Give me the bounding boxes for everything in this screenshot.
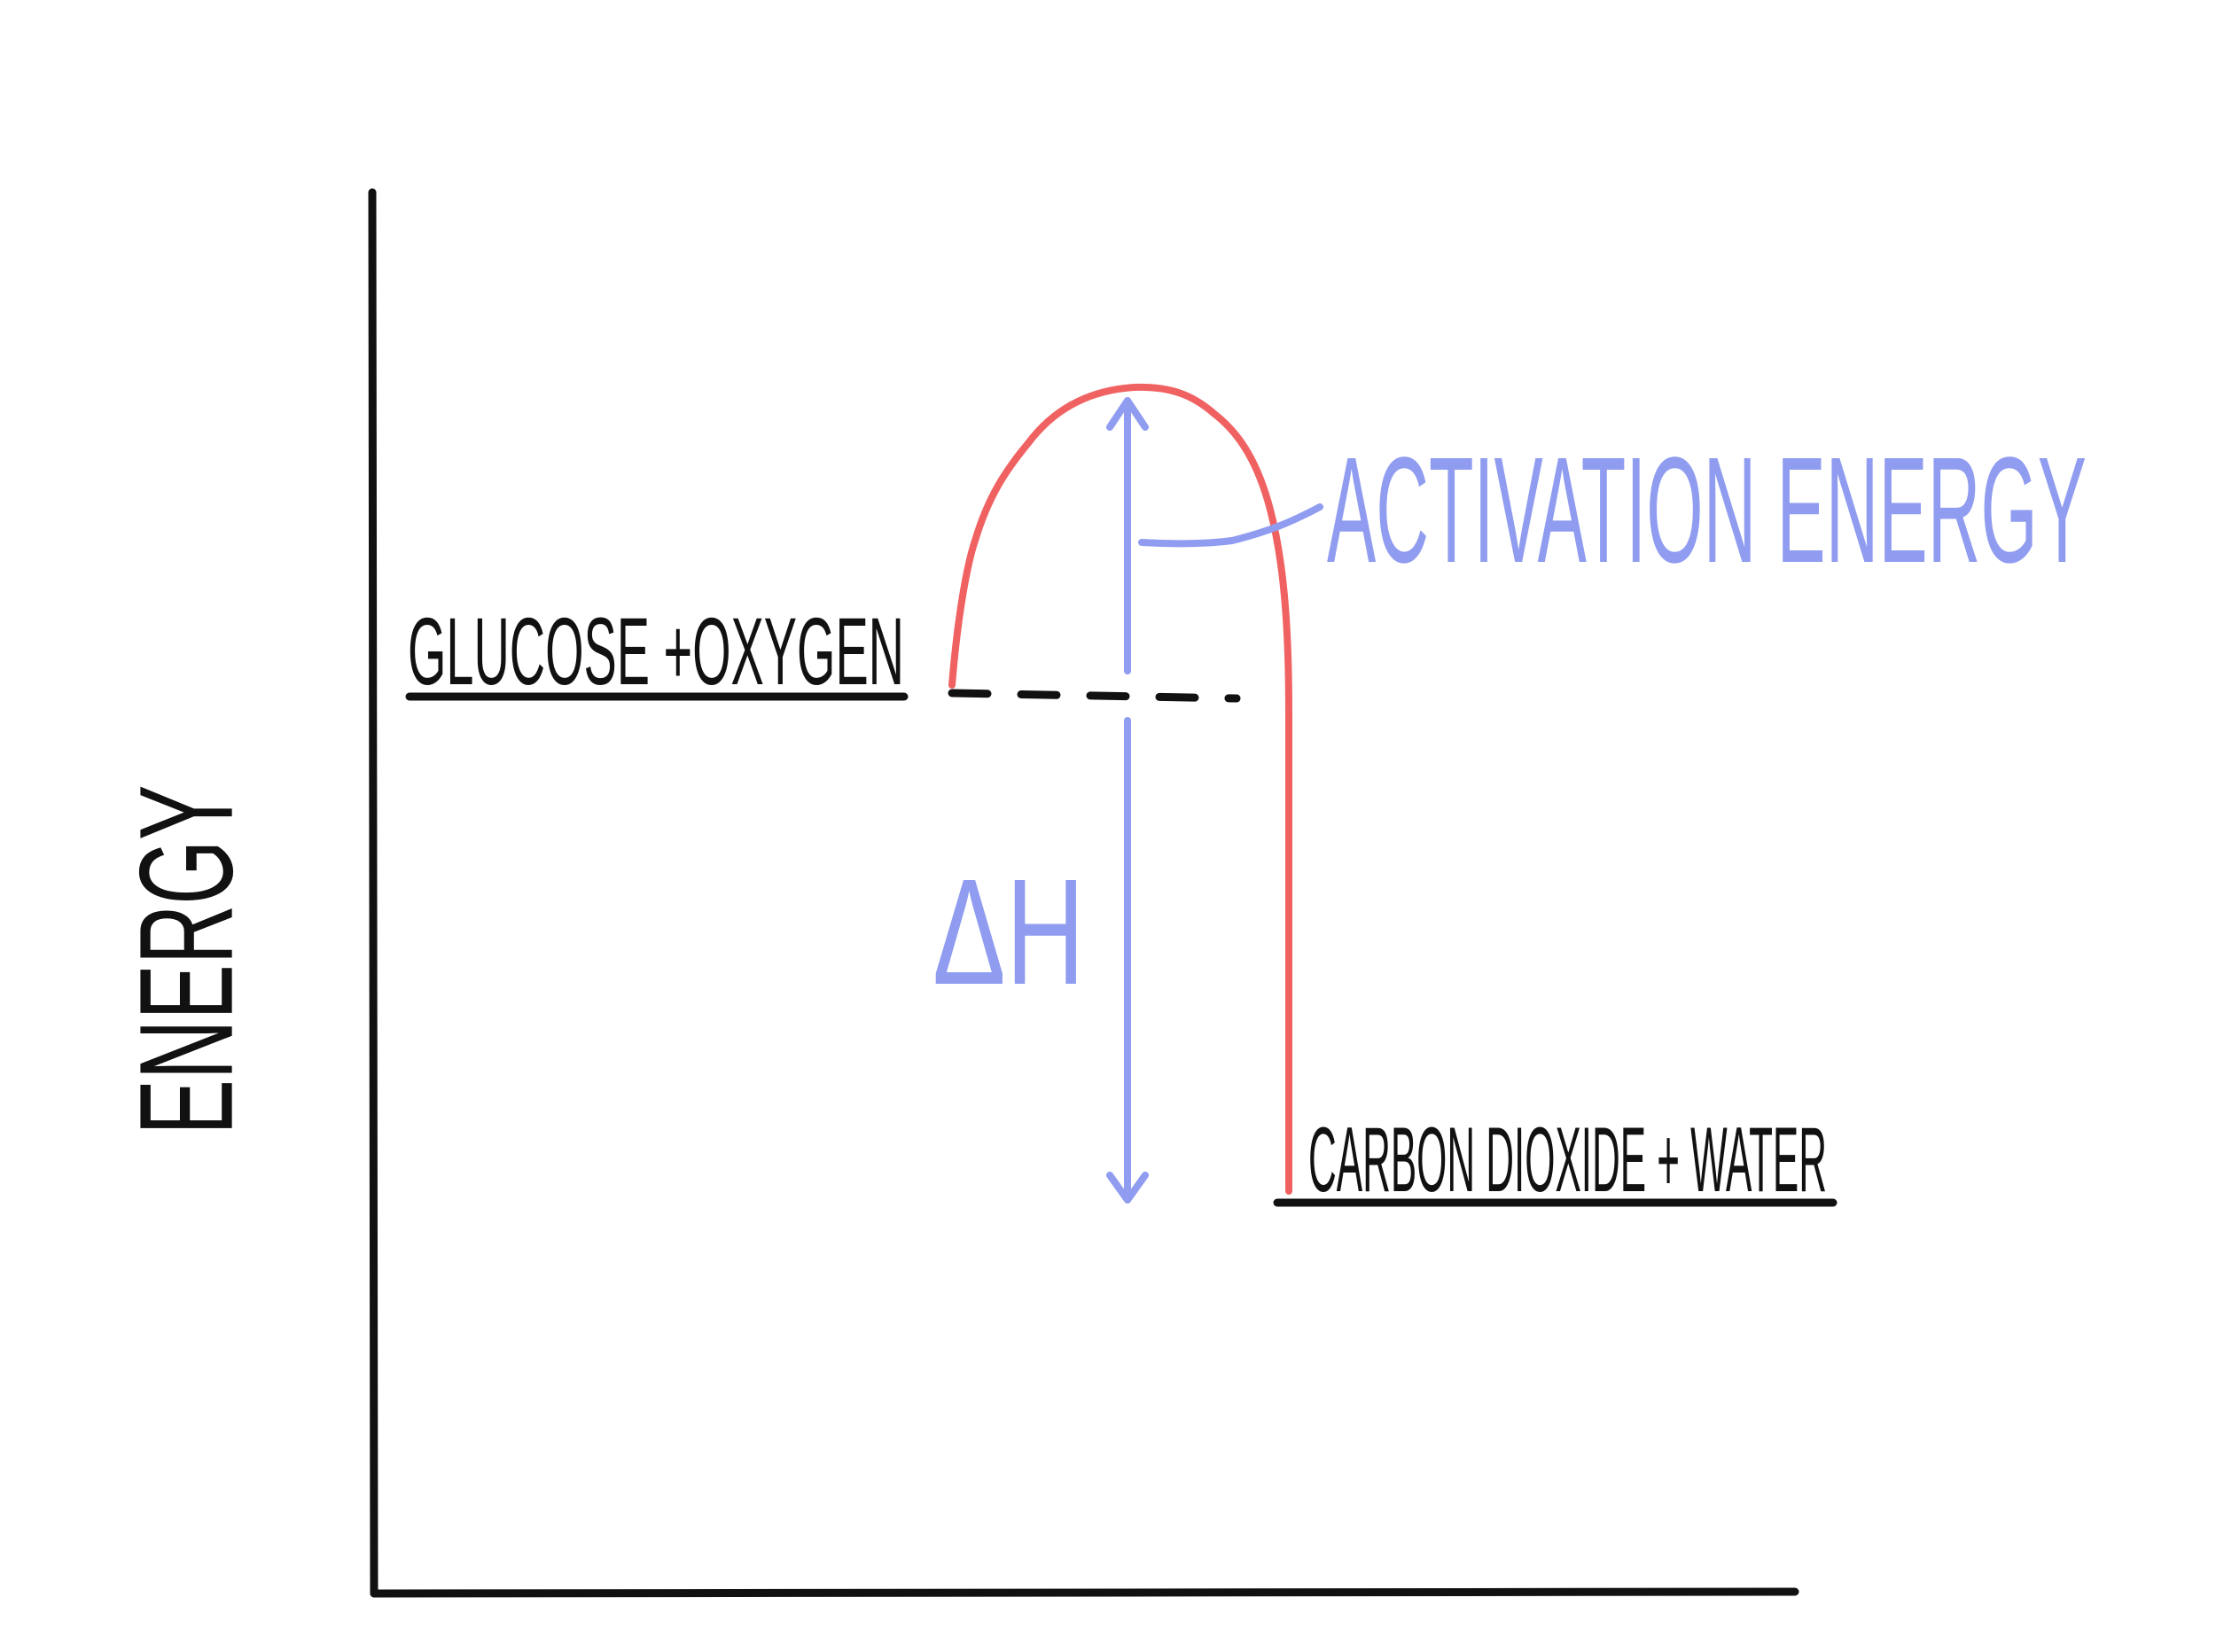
products-label: CARBON DIOXIDE + WATER (1308, 1109, 1827, 1212)
enthalpy-label: ΔH (932, 848, 1085, 1017)
y-axis (368, 188, 378, 1598)
reactants-dashed-level (948, 689, 1241, 703)
axis-label: ENERGY (112, 785, 261, 1135)
reactants-label: GLUCOSE +OXYGEN (408, 597, 904, 705)
enthalpy-arrowhead (1106, 1172, 1149, 1204)
reaction-curve (948, 383, 1292, 1195)
x-axis (370, 1587, 1799, 1598)
activation-connector (1138, 503, 1323, 548)
activation-energy-label: ACTIVATION ENERGY (1327, 426, 2087, 595)
activation-arrowhead (1106, 397, 1149, 431)
